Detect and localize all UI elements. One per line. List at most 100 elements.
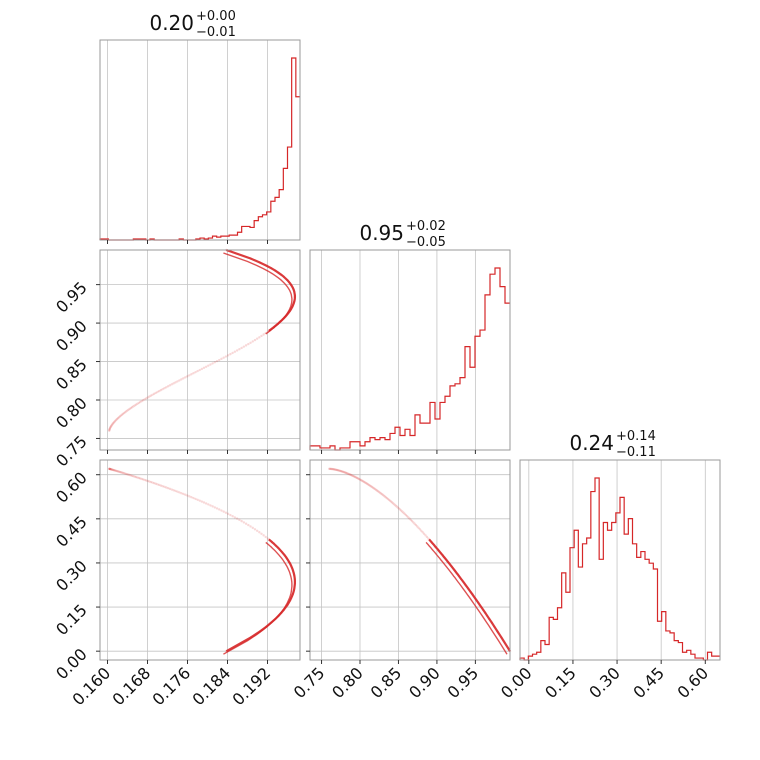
sample-point bbox=[117, 416, 121, 419]
sample-point bbox=[180, 378, 183, 381]
sample-point bbox=[154, 482, 157, 485]
sample-point bbox=[373, 487, 376, 491]
sample-point bbox=[168, 487, 172, 491]
sample-point bbox=[354, 475, 357, 479]
sample-point bbox=[118, 415, 122, 418]
sample-point bbox=[161, 387, 164, 391]
sample-point bbox=[215, 507, 219, 510]
sample-point bbox=[226, 354, 230, 357]
sample-point bbox=[140, 477, 143, 481]
sample-point bbox=[123, 472, 127, 475]
sample-point bbox=[137, 476, 140, 480]
sample-point bbox=[112, 420, 116, 424]
sample-point bbox=[178, 379, 181, 382]
sample-point bbox=[401, 510, 404, 513]
sample-point bbox=[357, 477, 361, 481]
sample-point bbox=[418, 528, 422, 531]
histogram-series-0 bbox=[99, 57, 300, 241]
sample-point bbox=[188, 374, 191, 377]
sample-point bbox=[253, 528, 257, 531]
param-title-upper-0: +0.00 bbox=[196, 9, 236, 24]
sample-point bbox=[140, 399, 143, 403]
histogram-series-2 bbox=[519, 477, 720, 661]
sample-point bbox=[253, 338, 257, 342]
contour-inner bbox=[223, 252, 293, 335]
sample-point bbox=[332, 468, 336, 471]
sample-point bbox=[331, 468, 335, 471]
sample-point bbox=[108, 427, 112, 430]
sample-point bbox=[249, 341, 252, 344]
sample-point bbox=[137, 401, 140, 405]
sample-point bbox=[127, 408, 130, 412]
sample-point bbox=[395, 505, 398, 508]
sample-point bbox=[341, 470, 344, 473]
scatter-panel-0-2: 0.1600.1680.1760.1840.1920.000.150.300.4… bbox=[52, 459, 301, 709]
x-tick-label: 0.15 bbox=[541, 663, 580, 702]
sample-point bbox=[163, 387, 166, 390]
sample-point bbox=[384, 496, 387, 499]
sample-point bbox=[129, 474, 133, 477]
sample-point bbox=[329, 467, 332, 471]
sample-point bbox=[409, 518, 412, 522]
axes-frame bbox=[519, 459, 721, 661]
sample-point bbox=[349, 473, 353, 477]
sample-point bbox=[328, 467, 332, 471]
sample-point bbox=[235, 517, 239, 520]
sample-point bbox=[157, 389, 161, 393]
param-title-lower-2: −0.11 bbox=[616, 445, 656, 460]
sample-point bbox=[184, 493, 187, 496]
sample-point bbox=[380, 492, 383, 496]
sample-point bbox=[200, 367, 204, 371]
sample-point bbox=[260, 532, 263, 535]
sample-point bbox=[392, 502, 395, 505]
sample-point bbox=[218, 358, 221, 362]
sample-point bbox=[251, 526, 254, 530]
sample-point bbox=[144, 397, 148, 400]
sample-point bbox=[370, 485, 373, 489]
sample-point bbox=[176, 380, 179, 383]
sample-point bbox=[262, 333, 265, 336]
sample-point bbox=[136, 476, 139, 479]
sample-point bbox=[109, 468, 113, 471]
sample-point bbox=[108, 428, 111, 432]
sample-point bbox=[128, 473, 131, 477]
sample-point bbox=[108, 467, 111, 471]
sample-point bbox=[207, 503, 210, 506]
sample-point bbox=[184, 376, 187, 379]
sample-point bbox=[211, 505, 214, 508]
sample-point bbox=[404, 513, 408, 517]
sample-point bbox=[148, 480, 151, 483]
y-tick-label: 0.80 bbox=[52, 393, 91, 432]
sample-point bbox=[119, 414, 123, 417]
sample-point bbox=[211, 362, 214, 365]
sample-point bbox=[355, 476, 359, 480]
sample-point bbox=[425, 535, 429, 539]
sample-point bbox=[342, 470, 345, 474]
sample-point bbox=[346, 472, 349, 475]
sample-point bbox=[379, 491, 382, 495]
sample-point bbox=[353, 475, 356, 478]
sample-point bbox=[215, 359, 219, 363]
sample-point bbox=[356, 477, 360, 480]
sample-point bbox=[108, 467, 111, 471]
sample-point bbox=[427, 537, 430, 540]
sample-point bbox=[235, 349, 239, 352]
sample-point bbox=[383, 495, 386, 498]
sample-point bbox=[192, 372, 195, 375]
sample-point bbox=[120, 471, 124, 474]
sample-point bbox=[335, 468, 339, 472]
x-tick-label: 0.80 bbox=[328, 663, 367, 702]
sample-point bbox=[116, 470, 120, 473]
sample-point bbox=[367, 483, 371, 487]
sample-point bbox=[146, 479, 149, 483]
scatter-panel-0-1: 0.750.800.850.900.95 bbox=[52, 248, 301, 470]
sample-point bbox=[233, 516, 237, 519]
sample-point bbox=[149, 394, 153, 397]
sample-point bbox=[165, 386, 168, 389]
sample-point bbox=[114, 469, 117, 472]
sample-point bbox=[224, 355, 228, 358]
sample-point bbox=[109, 467, 112, 471]
sample-point bbox=[134, 475, 138, 479]
sample-point bbox=[204, 502, 208, 505]
